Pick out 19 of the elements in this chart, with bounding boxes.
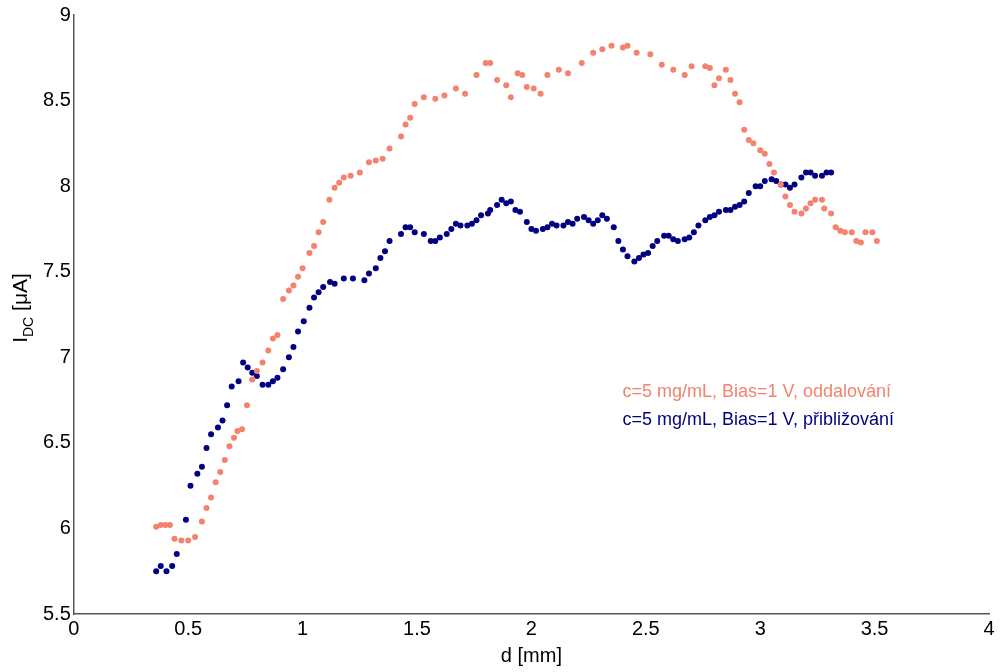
x-tick-label: 2.5: [631, 616, 660, 639]
x-tick-label: 1.5: [403, 616, 431, 639]
x-tick-label: 1: [297, 616, 309, 639]
x-tick-label: 3: [754, 616, 766, 639]
text: c=5 mg/mL, Bias=1 V, oddalování: [622, 381, 892, 402]
y-tick-label: 8: [59, 173, 71, 196]
text: c=5 mg/mL, Bias=1 V, přibližování: [622, 409, 895, 430]
y-tick-label: 9: [59, 2, 71, 25]
y-tick-label: 5.5: [42, 601, 71, 624]
y-tick-label: 7.5: [42, 259, 71, 282]
x-tick-label: 4: [983, 616, 995, 639]
x-axis-title: d [mm]: [500, 643, 562, 666]
y-tick-label: 8.5: [42, 88, 71, 111]
x-tick-label: 3.5: [860, 616, 889, 639]
y-tick-label: 7: [59, 344, 71, 367]
x-tick-label: 2: [525, 616, 537, 639]
x-tick-label: 0.5: [174, 616, 203, 639]
y-tick-label: 6: [59, 515, 71, 538]
y-tick-label: 6.5: [42, 430, 71, 453]
